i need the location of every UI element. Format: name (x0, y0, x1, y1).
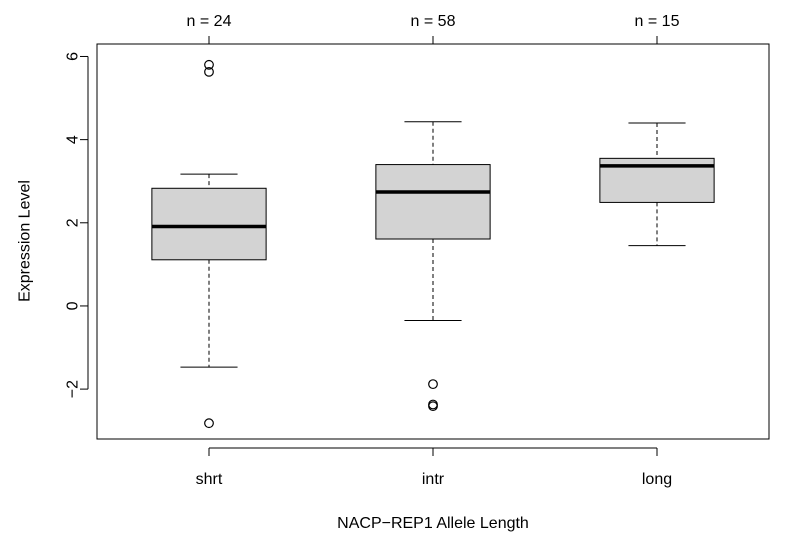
count-label: n = 58 (411, 13, 456, 30)
y-tick-label: 0 (65, 301, 82, 310)
outlier-point (428, 401, 438, 412)
count-label: n = 24 (187, 13, 232, 30)
outlier-point (204, 418, 214, 429)
outlier-point (204, 66, 214, 77)
x-axis-title: NACP−REP1 Allele Length (337, 515, 529, 532)
y-axis: −2 0 2 4 6 (65, 52, 89, 398)
y-axis-title: Expression Level (17, 180, 34, 302)
box-group-intr (375, 121, 491, 412)
x-tick-label: long (642, 471, 672, 488)
y-tick-label: 4 (65, 135, 82, 144)
count-label: n = 15 (635, 13, 680, 30)
y-tick-label: −2 (65, 380, 82, 398)
iqr-box (375, 164, 491, 240)
outlier-point (428, 379, 438, 390)
outlier-point (204, 59, 214, 70)
box-group-long (599, 122, 715, 247)
x-tick-label: intr (422, 471, 445, 488)
x-axis: shrt intr long (196, 447, 672, 488)
y-tick-label: 6 (65, 52, 82, 61)
top-count-axis: n = 24 n = 58 n = 15 (187, 13, 680, 45)
box-groups (151, 59, 715, 429)
y-tick-label: 2 (65, 218, 82, 227)
x-tick-label: shrt (196, 471, 223, 488)
box-group-shrt (151, 59, 267, 429)
iqr-box (151, 187, 267, 261)
